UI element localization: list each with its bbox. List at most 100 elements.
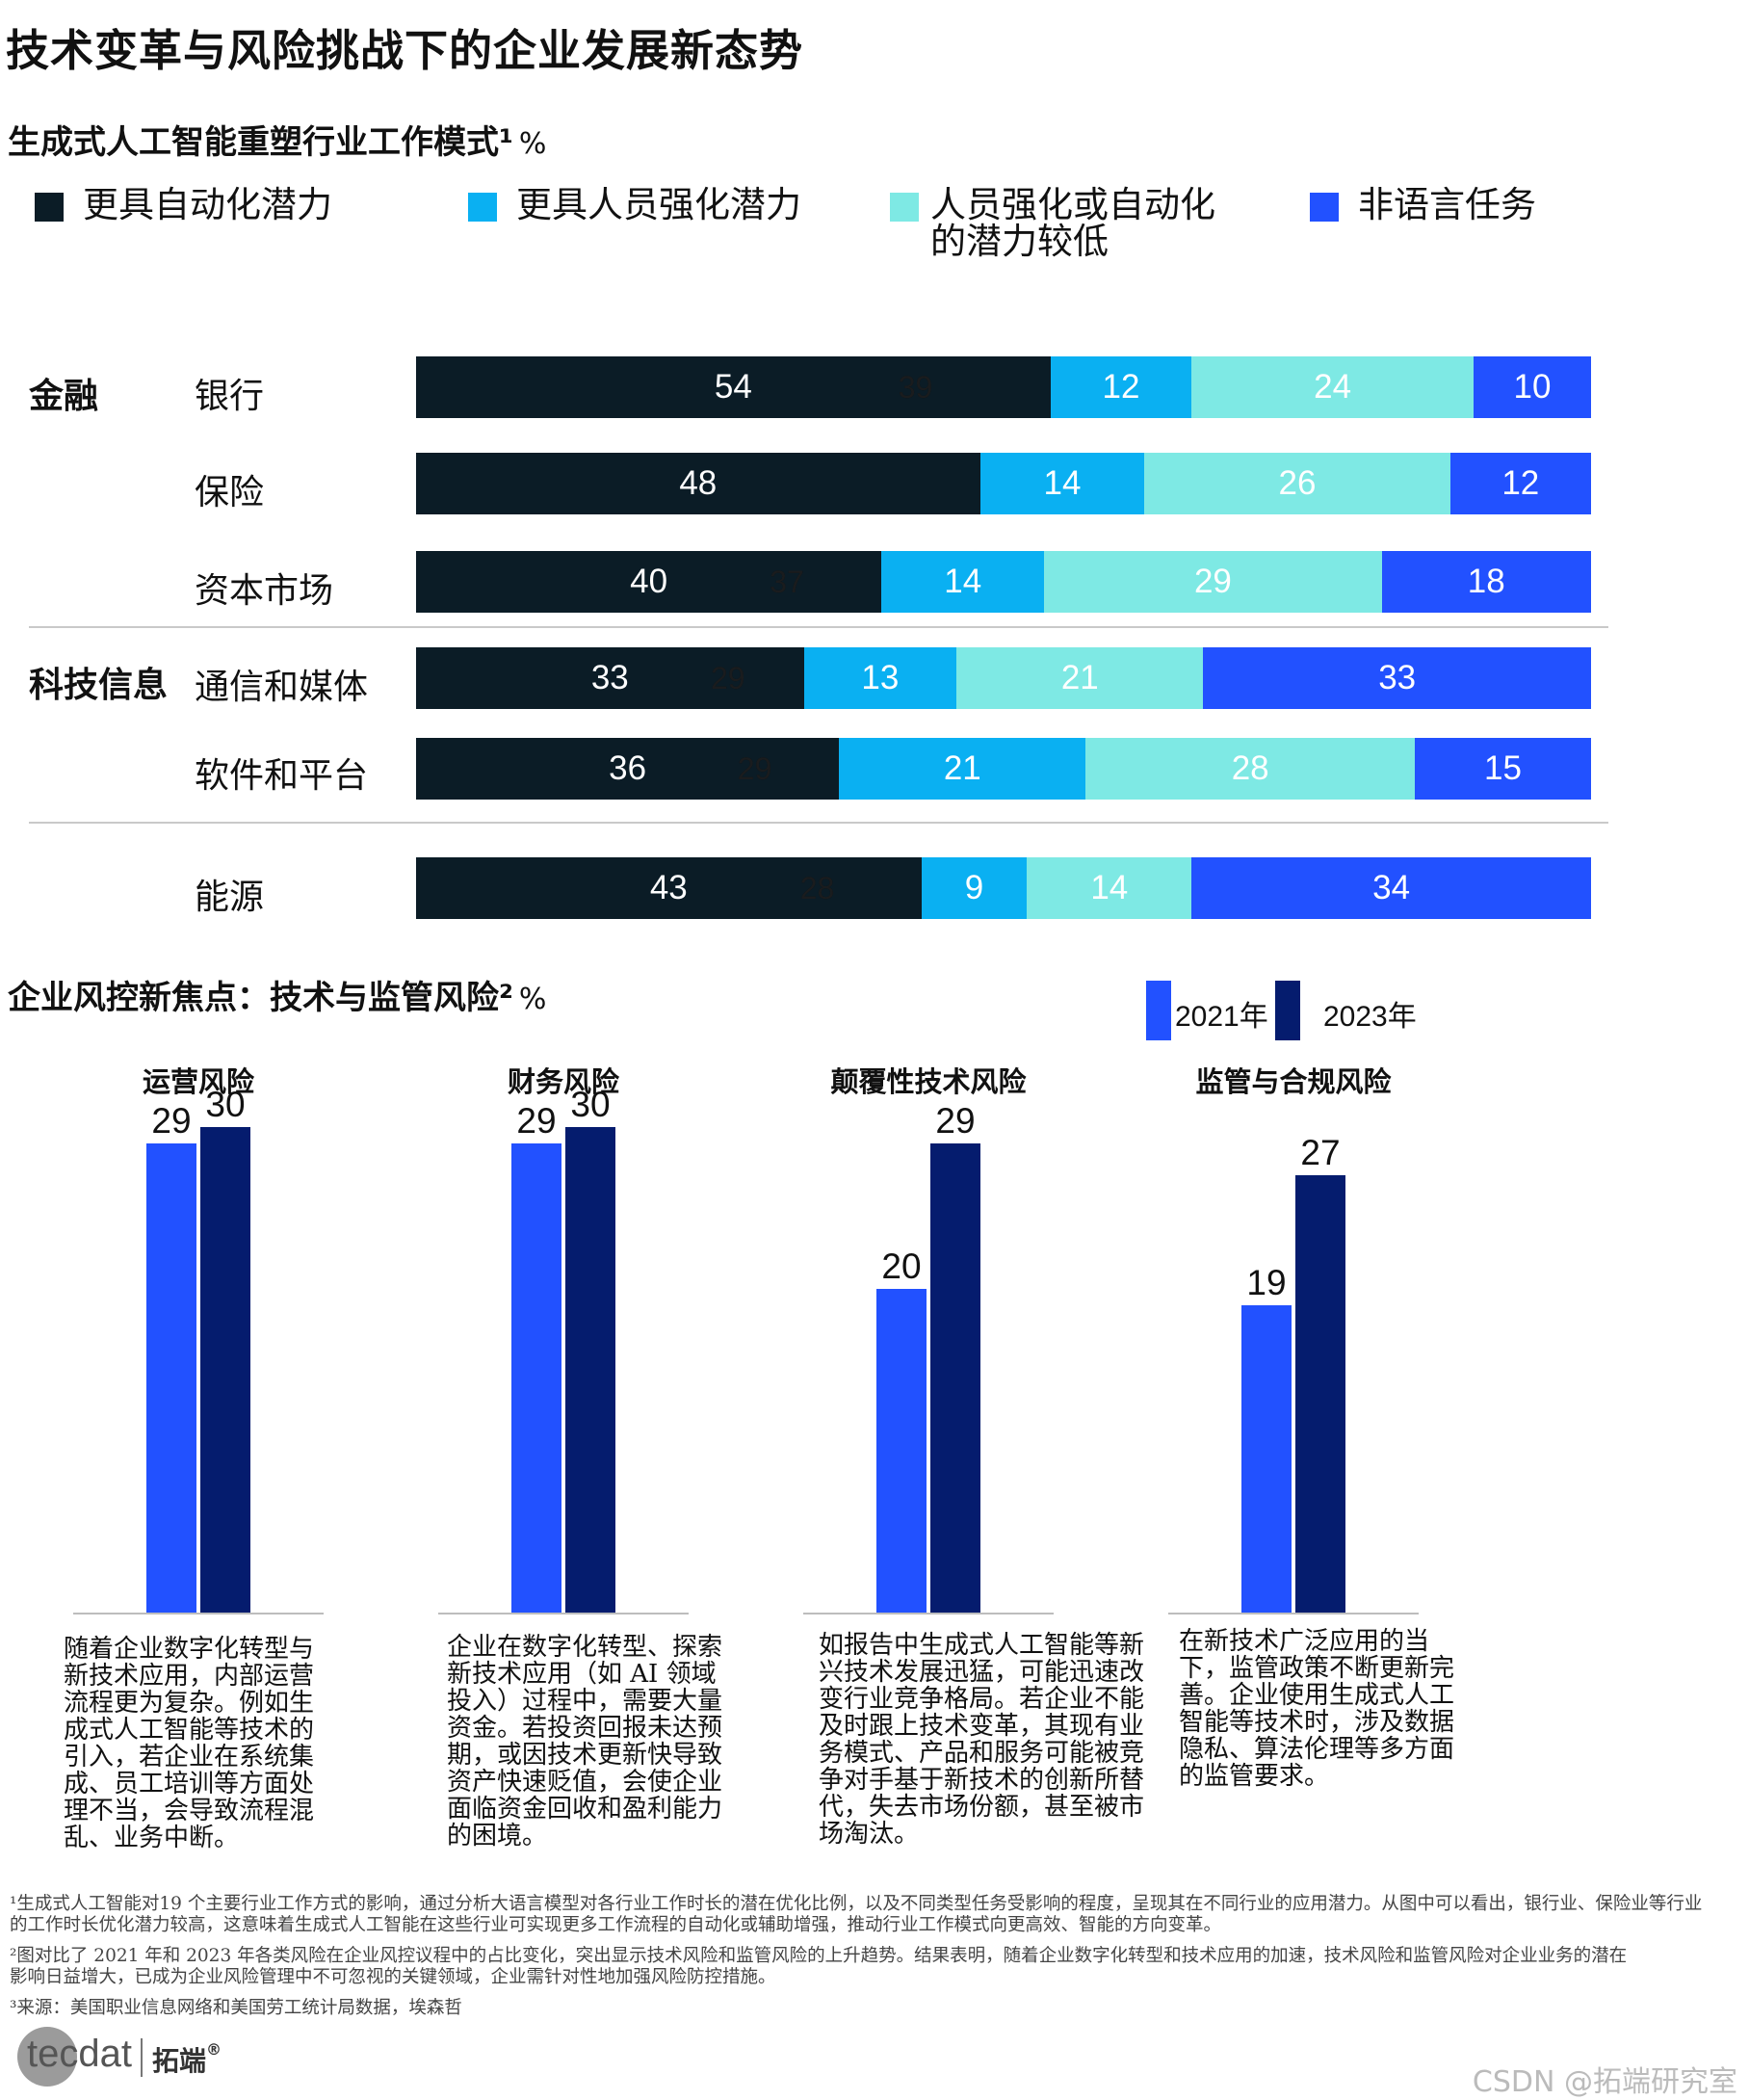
- bar-value-label: 29: [516, 1100, 557, 1141]
- legend-label-nonlanguage: 非语言任务: [1358, 184, 1536, 225]
- risk-description-regulatory: 在新技术广泛应用的当下，监管政策不断更新完善。企业使用生成式人工智能等技术时，涉…: [1179, 1627, 1455, 1791]
- legend-swatch-2021: [1146, 981, 1171, 1040]
- logo-mark: ®: [206, 2040, 222, 2059]
- bar-segment: 26: [1144, 453, 1450, 514]
- bar-value-label: 30: [205, 1085, 246, 1124]
- risk-category-title: 颠覆性技术风险: [830, 1065, 1027, 1098]
- bar-segment: 14: [1027, 857, 1192, 919]
- risk-description-disruptive-tech: 如报告中生成式人工智能等新兴技术发展迅猛，可能迅速改变行业竞争格局。若企业不能及…: [819, 1631, 1145, 1849]
- axis-baseline: [73, 1613, 324, 1614]
- grouped-bar-chart: 运营风险 29 30 财务风险 29 30 颠覆性技术风险 20 29 监管与合规风险 19 27: [0, 1040, 1749, 1618]
- row-label-software: 软件和平台: [195, 756, 369, 796]
- logo-divider: [141, 2038, 143, 2077]
- bar-segment: 40: [416, 551, 882, 613]
- bar-value-label: 29: [151, 1100, 192, 1141]
- bar-segment: 29: [1044, 551, 1382, 613]
- row-label-capital-markets: 资本市场: [195, 571, 334, 611]
- row-label-telecom-media: 通信和媒体: [195, 668, 369, 707]
- bar-segment: 33: [416, 647, 804, 709]
- bar-segment: 12: [1050, 356, 1192, 418]
- legend-swatch-nonlanguage: [1310, 193, 1339, 222]
- bar-segment: 48: [416, 453, 980, 514]
- chart2-subtitle-mark: ²: [499, 979, 513, 1017]
- group-separator: [29, 822, 1608, 824]
- footnote-2: ²图对比了 2021 年和 2023 年各类风险在企业风控议程中的占比变化，突出…: [10, 1946, 1628, 1987]
- bar-overlay-label: 37: [770, 564, 804, 599]
- bar-segment: 33: [1203, 647, 1591, 709]
- bar-segment: 15: [1415, 738, 1591, 800]
- chart1-subtitle-mark: ¹: [499, 123, 513, 162]
- bar-overlay-label: 29: [737, 751, 772, 786]
- watermark: CSDN @拓端研究室: [1472, 2065, 1737, 2099]
- bar-2023年: [565, 1127, 615, 1613]
- legend-label-augmentation: 更具人员强化潜力: [516, 184, 801, 225]
- bar-segment: 43: [416, 857, 922, 919]
- footnote-3: ³来源：美国职业信息网络和美国劳工统计局数据，埃森哲: [10, 1998, 462, 2018]
- bar-2023年: [930, 1142, 980, 1613]
- bar-segment: 28: [1085, 738, 1415, 800]
- group-separator: [29, 626, 1608, 628]
- chart2-unit: %: [518, 983, 547, 1016]
- row-label-banking: 银行: [195, 377, 265, 416]
- bar-overlay-label: 39: [898, 370, 933, 405]
- bar-segment: 54: [416, 356, 1051, 418]
- bar-segment: 18: [1381, 551, 1591, 613]
- bar-segment: 24: [1191, 356, 1474, 418]
- bar-value-label: 19: [1246, 1262, 1287, 1302]
- row-label-energy: 能源: [195, 878, 265, 917]
- row-label-insurance: 保险: [195, 473, 265, 512]
- chart1-subtitle: 生成式人工智能重塑行业工作模式¹%: [8, 116, 546, 163]
- bar-value-label: 20: [881, 1247, 922, 1286]
- axis-baseline: [438, 1613, 689, 1614]
- bar-segment: 9: [921, 857, 1028, 919]
- bar-value-label: 27: [1300, 1133, 1341, 1173]
- logo-text: tecdat: [27, 2033, 132, 2075]
- group-label-tech: 科技信息: [29, 666, 169, 705]
- chart2-legend: 2021年 2023年: [1146, 981, 1435, 1042]
- logo-brand-text: 拓端: [152, 2045, 207, 2077]
- risk-category-title: 财务风险: [507, 1065, 619, 1098]
- bar-segment: 36: [416, 738, 840, 800]
- bar-2023年: [200, 1127, 250, 1613]
- legend-swatch-augmentation: [468, 193, 497, 222]
- bar-segment: 21: [956, 647, 1204, 709]
- bar-segment: 13: [803, 647, 957, 709]
- legend-swatch-low-potential: [890, 193, 919, 222]
- risk-description-finance: 企业在数字化转型、探索新技术应用（如 AI 领域投入）过程中，需要大量资金。若投…: [447, 1633, 723, 1851]
- axis-baseline: [803, 1613, 1054, 1614]
- legend-label-2021: 2021年: [1175, 1001, 1268, 1033]
- legend-label-low-potential: 人员强化或自动化的潜力较低: [930, 184, 1215, 262]
- bar-segment: 10: [1474, 356, 1591, 418]
- legend-swatch-2023: [1275, 981, 1300, 1040]
- chart2-subtitle-text: 企业风控新焦点：技术与监管风险: [8, 979, 499, 1017]
- bar-overlay-label: 28: [799, 871, 835, 906]
- chart1-unit: %: [518, 127, 547, 161]
- bar-segment: 12: [1449, 453, 1591, 514]
- bar-2021年: [876, 1289, 927, 1613]
- footnote-1: ¹生成式人工智能对19 个主要行业工作方式的影响，通过分析大语言模型对各行业工作…: [10, 1894, 1703, 1935]
- legend-label-2023: 2023年: [1323, 1001, 1417, 1033]
- legend-label-automation: 更具自动化潜力: [83, 184, 332, 225]
- risk-category-title: 监管与合规风险: [1195, 1065, 1392, 1098]
- bar-2021年: [146, 1142, 196, 1613]
- bar-2021年: [1241, 1304, 1292, 1613]
- bar-value-label: 30: [570, 1085, 611, 1124]
- group-label-finance: 金融: [29, 377, 99, 416]
- risk-description-operations: 随着企业数字化转型与新技术应用，内部运营流程更为复杂。例如生成式人工智能等技术的…: [64, 1635, 315, 1852]
- bar-2023年: [1295, 1175, 1345, 1613]
- brand-logo: tecdat 拓端®: [17, 2021, 306, 2090]
- logo-brand: 拓端®: [152, 2040, 222, 2079]
- chart1-subtitle-text: 生成式人工智能重塑行业工作模式: [8, 123, 499, 162]
- bar-value-label: 29: [935, 1100, 976, 1141]
- bar-segment: 14: [979, 453, 1145, 514]
- risk-category-title: 运营风险: [142, 1065, 254, 1098]
- bar-segment: 14: [881, 551, 1045, 613]
- bar-segment: 34: [1191, 857, 1591, 919]
- page-title: 技术变革与风险挑战下的企业发展新态势: [6, 25, 804, 76]
- chart1-legend: 更具自动化潜力 更具人员强化潜力 人员强化或自动化的潜力较低 非语言任务: [0, 183, 1749, 270]
- legend-swatch-automation: [35, 193, 64, 222]
- bar-segment: 21: [839, 738, 1086, 800]
- logo-circle-icon: [17, 2027, 77, 2087]
- chart2-subtitle: 企业风控新焦点：技术与监管风险²%: [8, 971, 546, 1018]
- axis-baseline: [1168, 1613, 1419, 1614]
